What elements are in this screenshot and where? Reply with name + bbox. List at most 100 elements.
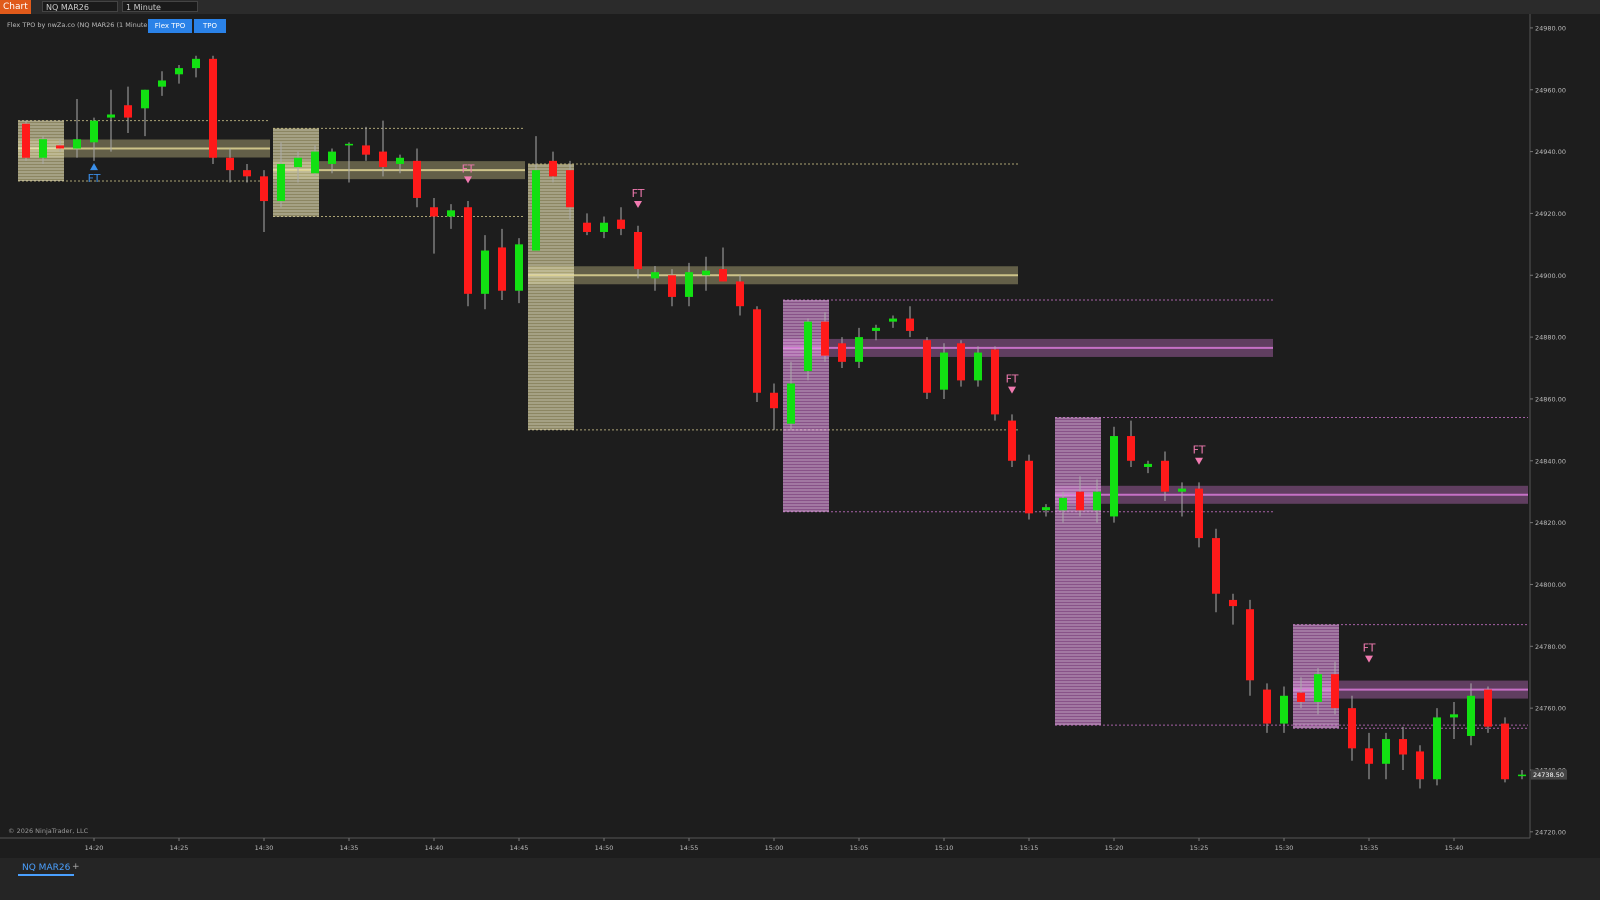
candle-body	[1178, 488, 1186, 492]
indicator-button[interactable]: Flex TPO	[148, 19, 192, 33]
app-tab[interactable]: Chart	[0, 0, 31, 14]
x-tick-label: 15:40	[1445, 844, 1464, 852]
y-tick-label: 24900.00	[1535, 272, 1566, 280]
candle-body	[1467, 695, 1475, 736]
candle-body	[821, 321, 829, 356]
y-tick-label: 24740.00	[1535, 766, 1566, 774]
tpo-stripes	[18, 120, 64, 181]
candle-body	[209, 58, 217, 158]
candle-body	[1280, 695, 1288, 724]
candle-body	[413, 160, 421, 198]
candle-body	[1042, 507, 1050, 511]
copyright: © 2026 NinjaTrader, LLC	[8, 827, 89, 835]
candle-body	[872, 327, 880, 331]
candle-body	[1076, 491, 1084, 511]
ft-arrow	[1195, 457, 1203, 465]
candle-body	[906, 318, 914, 331]
instrument-select[interactable]: NQ MAR26	[42, 1, 118, 12]
y-tick-label: 24840.00	[1535, 457, 1566, 465]
candle-body	[651, 272, 659, 279]
tpo-stripes	[783, 300, 829, 512]
candle-body	[753, 309, 761, 393]
last-price-label: 24738.50	[1533, 771, 1564, 779]
ft-arrow	[90, 163, 98, 171]
last-price-box	[1531, 769, 1567, 780]
poc-band	[783, 338, 1273, 357]
ft-arrow	[1008, 386, 1016, 394]
poc-band	[528, 266, 1018, 285]
candle-body	[1008, 420, 1016, 461]
candle-body	[1450, 714, 1458, 718]
candle-body	[1263, 689, 1271, 724]
x-tick-label: 15:35	[1360, 844, 1379, 852]
candle-body	[855, 337, 863, 362]
candle-body	[1365, 748, 1373, 764]
indicator-button[interactable]: TPO	[194, 19, 226, 33]
poc-band	[273, 161, 525, 180]
candle-body	[328, 151, 336, 164]
candle-body	[192, 58, 200, 69]
candle-body	[362, 145, 370, 155]
candle-body	[124, 105, 132, 118]
tpo-profile	[1055, 417, 1101, 726]
tpo-profile	[783, 300, 829, 512]
candle-body	[515, 244, 523, 291]
tpo-profile	[1293, 624, 1339, 729]
tab-bar: NQ MAR26 +	[0, 858, 1600, 900]
y-tick-label: 24760.00	[1535, 705, 1566, 713]
candle-body	[1127, 436, 1135, 461]
ft-arrow	[1365, 655, 1373, 663]
x-tick-label: 14:30	[255, 844, 274, 852]
candle-body	[838, 343, 846, 362]
y-tick-label: 24880.00	[1535, 334, 1566, 342]
x-tick-label: 15:00	[765, 844, 784, 852]
ft-label: FT	[1006, 373, 1019, 386]
candle-body	[1297, 692, 1305, 702]
candle-body	[566, 170, 574, 208]
y-tick-label: 24780.00	[1535, 643, 1566, 651]
x-tick-label: 14:40	[425, 844, 444, 852]
candle-body	[923, 340, 931, 393]
candle-body	[974, 352, 982, 381]
add-tab[interactable]: +	[72, 862, 80, 872]
tpo-profile	[273, 128, 319, 217]
x-tick-label: 15:20	[1105, 844, 1124, 852]
candle-body	[1433, 717, 1441, 780]
tpo-stripes	[528, 163, 574, 430]
tpo-stripes	[1055, 417, 1101, 726]
candle-body	[770, 392, 778, 409]
candle-body	[1399, 739, 1407, 755]
interval-select[interactable]: 1 Minute	[122, 1, 198, 12]
candle-body	[1348, 708, 1356, 749]
ft-label: FT	[1363, 642, 1376, 655]
candle-body	[447, 210, 455, 217]
candle-body	[668, 275, 676, 297]
y-tick-label: 24720.00	[1535, 828, 1566, 836]
candle-body	[90, 120, 98, 143]
candle-body	[1246, 609, 1254, 681]
indicator-label: Flex TPO by nwZa.co (NQ MAR26 (1 Minute)…	[7, 21, 153, 29]
candle-body	[804, 321, 812, 372]
x-tick-label: 15:15	[1020, 844, 1039, 852]
chart-tab[interactable]: NQ MAR26	[18, 862, 75, 876]
poc-band	[1055, 485, 1528, 504]
tpo-stripes	[1293, 624, 1339, 729]
ft-arrow	[634, 201, 642, 209]
candle-body	[175, 68, 183, 75]
candle-body	[736, 281, 744, 307]
ft-label: FT	[632, 187, 645, 200]
candle-body	[430, 207, 438, 217]
x-tick-label: 15:05	[850, 844, 869, 852]
candle-body	[277, 163, 285, 202]
ft-label: FT	[88, 172, 101, 185]
candle-body	[1382, 739, 1390, 764]
candle-body	[719, 269, 727, 282]
candle-body	[1501, 723, 1509, 780]
tpo-profile	[528, 163, 574, 430]
candle-body	[787, 383, 795, 424]
poc-band	[1293, 680, 1528, 699]
candle-body	[1059, 497, 1067, 511]
chart: 24720.00 24740.00 24760.00 24780.00 24800.00…	[0, 14, 1567, 852]
candle-body	[600, 222, 608, 232]
